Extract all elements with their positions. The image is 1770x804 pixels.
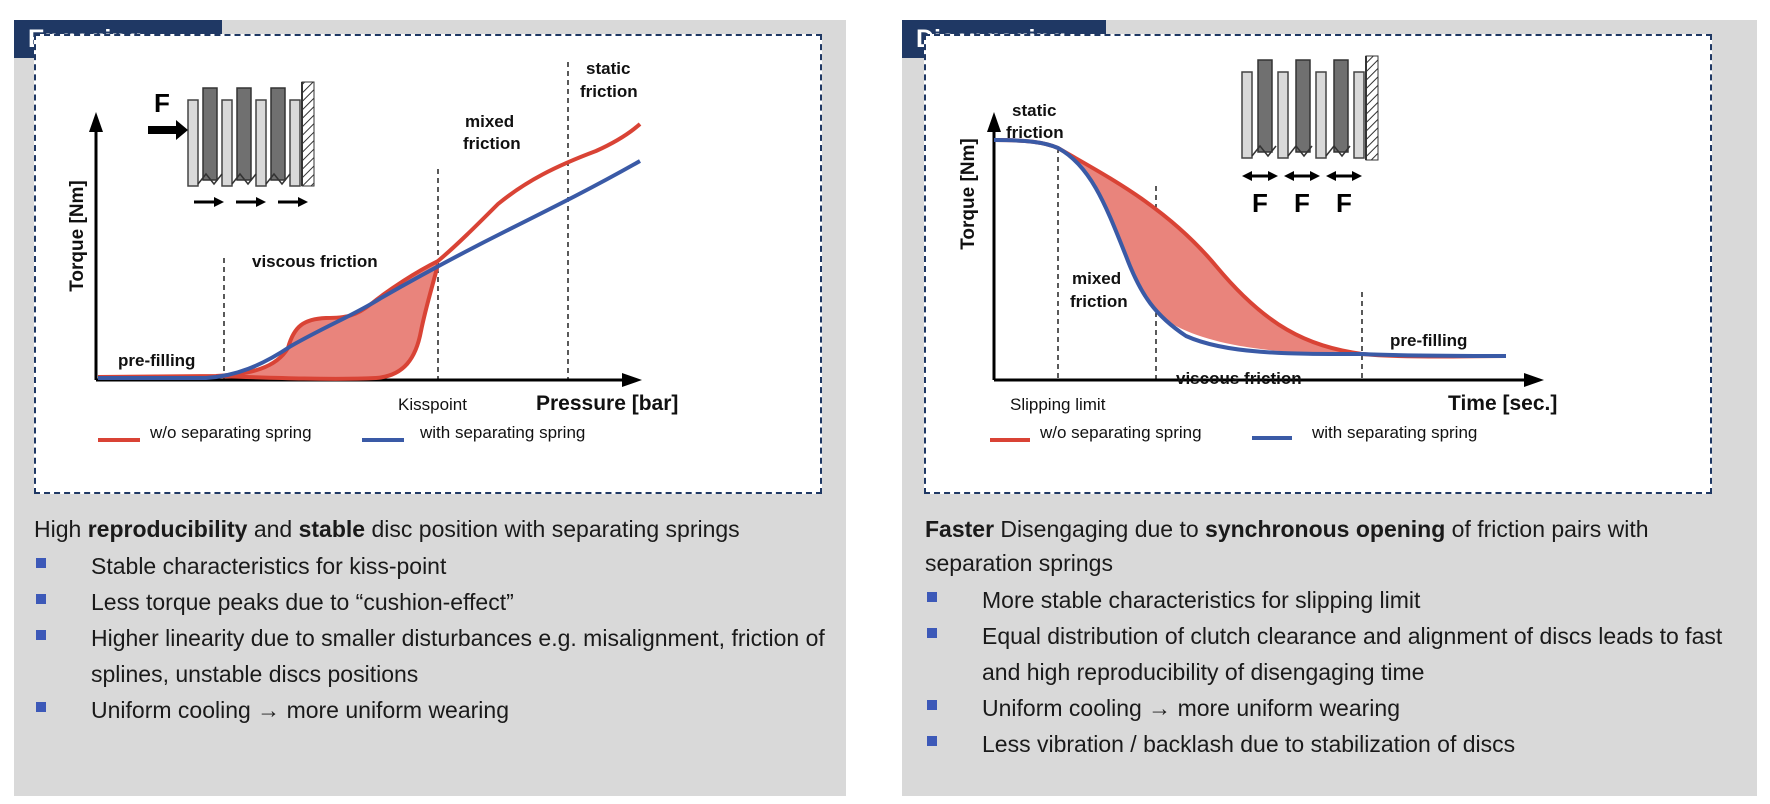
region-pre-filling: pre-filling xyxy=(1390,331,1467,350)
engaging-chart-svg: F Torque [Nm] Pressure [bar] Kisspoint p… xyxy=(67,59,678,442)
blue-curve-engaging xyxy=(98,159,641,380)
legend-blue-label: with separating spring xyxy=(419,423,585,442)
x-axis-arrow xyxy=(622,373,642,387)
list-item: Uniform cooling → more uniform wearing xyxy=(925,690,1745,726)
double-arrows-icon xyxy=(1242,171,1362,181)
disengaging-chart-svg: F F F Torque [Nm] Time [sec.] Slipping l… xyxy=(958,55,1557,442)
engaging-chart: F Torque [Nm] Pressure [bar] Kisspoint p… xyxy=(34,34,822,494)
list-item: Less torque peaks due to “cushion-effect… xyxy=(34,584,842,620)
bullet-square-icon xyxy=(36,558,46,568)
bullet-square-icon xyxy=(927,628,937,638)
blue-curve-disengaging xyxy=(993,138,1507,358)
clutch-pack-open-icon xyxy=(1241,55,1379,161)
legend-red-label: w/o separating spring xyxy=(149,423,312,442)
region-static-friction-2: friction xyxy=(1006,123,1064,142)
red-area-fill xyxy=(1058,148,1362,354)
list-item: More stable characteristics for slipping… xyxy=(925,582,1745,618)
list-item: Stable characteristics for kiss-point xyxy=(34,548,842,584)
y-axis-arrow xyxy=(89,112,103,132)
region-static-friction-1: static xyxy=(1012,101,1056,120)
disengaging-description: Faster Disengaging due to synchronous op… xyxy=(925,512,1745,762)
engaging-lead: High reproducibility and stable disc pos… xyxy=(34,516,740,542)
bullet-square-icon xyxy=(36,630,46,640)
bullet-square-icon xyxy=(36,702,46,712)
list-item: Uniform cooling → more uniform wearing xyxy=(34,692,842,728)
engaging-description: High reproducibility and stable disc pos… xyxy=(34,512,842,728)
disengaging-chart: F F F Torque [Nm] Time [sec.] Slipping l… xyxy=(924,34,1712,494)
region-mixed-friction-2: friction xyxy=(1070,292,1128,311)
force-label-engaging: F xyxy=(154,88,170,118)
engaging-bullets: Stable characteristics for kiss-point Le… xyxy=(34,548,842,728)
x-axis-arrow xyxy=(1524,373,1544,387)
region-static-friction-1: static xyxy=(586,59,630,78)
region-static-friction-2: friction xyxy=(580,82,638,101)
region-mixed-friction-1: mixed xyxy=(1072,269,1121,288)
kisspoint-label: Kisspoint xyxy=(398,395,467,414)
region-viscous-friction: viscous friction xyxy=(252,252,378,271)
x-axis-label: Pressure [bar] xyxy=(536,392,678,415)
clutch-pack-icon xyxy=(187,81,315,187)
legend-red-label: w/o separating spring xyxy=(1039,423,1202,442)
slipping-limit-label: Slipping limit xyxy=(1010,395,1106,414)
y-axis-label: Torque [Nm] xyxy=(67,180,88,292)
disc-motion-arrows-icon xyxy=(194,197,308,207)
red-curve-engaging-loop xyxy=(215,263,440,381)
engaging-panel: Engaging xyxy=(14,20,846,796)
y-axis-label: Torque [Nm] xyxy=(958,138,979,250)
x-axis-label: Time [sec.] xyxy=(1448,392,1557,415)
force-arrow-icon xyxy=(148,120,188,140)
bullet-square-icon xyxy=(927,736,937,746)
region-pre-filling: pre-filling xyxy=(118,351,195,370)
force-label-1: F xyxy=(1252,188,1268,218)
list-item: Equal distribution of clutch clearance a… xyxy=(925,618,1745,690)
bullet-square-icon xyxy=(36,594,46,604)
disengaging-lead: Faster Disengaging due to synchronous op… xyxy=(925,516,1649,576)
list-item: Less vibration / backlash due to stabili… xyxy=(925,726,1745,762)
force-label-2: F xyxy=(1294,188,1310,218)
list-item: Higher linearity due to smaller disturba… xyxy=(34,620,842,692)
bullet-square-icon xyxy=(927,700,937,710)
bullet-square-icon xyxy=(927,592,937,602)
region-mixed-friction-2: friction xyxy=(463,134,521,153)
disengaging-bullets: More stable characteristics for slipping… xyxy=(925,582,1745,762)
y-axis-arrow xyxy=(987,112,1001,132)
region-viscous-friction: viscous friction xyxy=(1176,369,1302,388)
force-label-3: F xyxy=(1336,188,1352,218)
disengaging-panel: Disengaging xyxy=(902,20,1757,796)
legend-blue-label: with separating spring xyxy=(1311,423,1477,442)
region-mixed-friction-1: mixed xyxy=(465,112,514,131)
